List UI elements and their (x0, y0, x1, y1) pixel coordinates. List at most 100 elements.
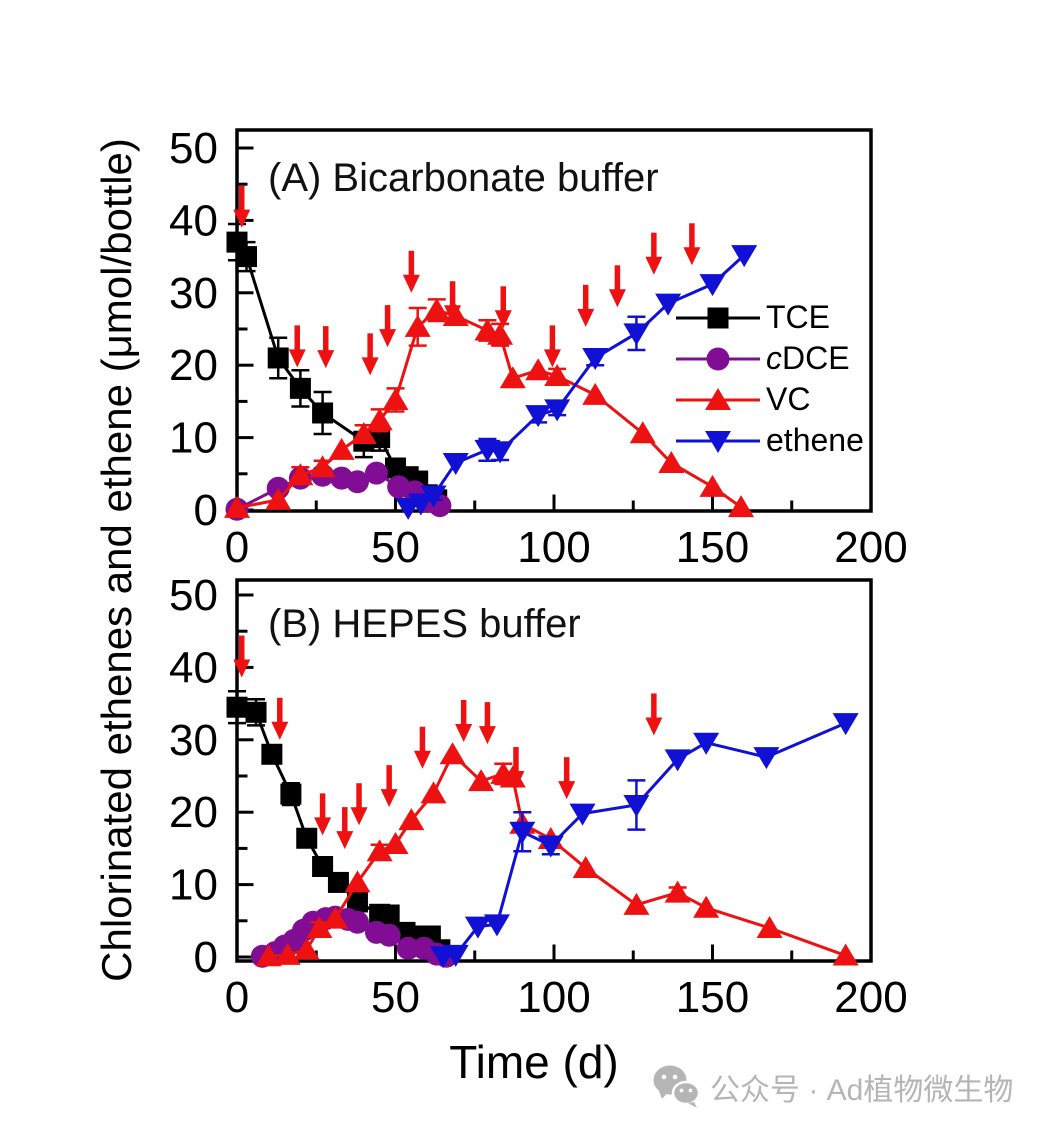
marker-triangle-up (398, 808, 425, 831)
marker-triangle-up (404, 314, 431, 337)
marker-square (327, 871, 349, 893)
down-arrow-icon (645, 717, 663, 736)
down-arrow-icon (271, 721, 289, 740)
x-tick-label: 0 (225, 973, 249, 1022)
marker-triangle-down (753, 747, 780, 770)
marker-square (236, 246, 258, 268)
marker-triangle-down (705, 430, 731, 453)
down-arrow-icon (314, 817, 332, 836)
marker-square (312, 856, 334, 877)
down-arrow-icon (402, 274, 420, 293)
marker-square (267, 347, 289, 369)
marker-square (707, 307, 729, 328)
amendment-arrows (233, 185, 701, 376)
marker-triangle-up (439, 742, 466, 765)
ethene-triangle-down-icon (676, 430, 760, 453)
x-tick-label: 100 (517, 973, 590, 1022)
tce-square-icon (676, 307, 760, 328)
series-A-VC (224, 298, 755, 518)
x-tick-label: 200 (834, 523, 907, 572)
down-arrow-icon (494, 310, 512, 329)
marker-triangle-up (382, 832, 409, 855)
x-tick-label: 150 (676, 973, 749, 1022)
marker-triangle-up (382, 387, 409, 410)
legend-entry-cdce: cDCE (676, 338, 864, 379)
panel-B: 0 50 100 150 200 0 10 20 30 40 50 (169, 571, 908, 1022)
x-tick-label: 100 (517, 523, 590, 572)
marker-triangle-up (658, 450, 685, 473)
x-axis-label: Time (d) (449, 1036, 619, 1088)
down-arrow-icon (455, 723, 473, 742)
legend-label: ethene (766, 422, 864, 458)
y-tick-label: 10 (169, 414, 218, 463)
marker-triangle-up (293, 937, 320, 960)
down-arrow-icon (379, 329, 397, 348)
x-tick-label: 50 (371, 973, 420, 1022)
legend-entry-ethene: ethene (676, 420, 864, 461)
down-arrow-icon (350, 807, 368, 826)
y-tick-label: 0 (194, 486, 218, 535)
x-tick-label: 0 (225, 523, 249, 572)
marker-triangle-down (483, 914, 510, 937)
x-tick-label: 50 (371, 523, 420, 572)
marker-triangle-down (407, 493, 434, 516)
legend-entry-tce: TCE (676, 297, 864, 338)
marker-triangle-up (499, 366, 526, 389)
down-arrow-icon (380, 789, 398, 808)
legend-label: TCE (766, 299, 830, 335)
y-tick-label: 30 (169, 716, 218, 765)
marker-square (346, 891, 368, 913)
marker-square (296, 827, 318, 849)
marker-triangle-up (468, 769, 495, 792)
y-tick-label: 20 (169, 788, 218, 837)
marker-triangle-up (623, 892, 650, 915)
marker-triangle-up (525, 358, 552, 381)
marker-triangle-up (705, 387, 731, 410)
marker-triangle-down (655, 293, 682, 316)
legend-entry-vc: VC (676, 379, 864, 420)
amendment-arrows (233, 635, 663, 850)
cdce-circle-icon (676, 347, 760, 370)
marker-triangle-down (569, 803, 596, 826)
watermark: 公众号 · Ad植物微生物 (650, 1063, 1013, 1111)
marker-triangle-down (832, 713, 859, 736)
y-tick-label: 40 (169, 643, 218, 692)
marker-triangle-down (537, 835, 564, 858)
watermark-text: 公众号 · Ad植物微生物 (710, 1074, 1014, 1107)
down-arrow-icon (317, 350, 335, 369)
down-arrow-icon (645, 256, 663, 275)
marker-triangle-down (525, 405, 552, 428)
marker-triangle-down (487, 441, 514, 464)
marker-triangle-down (509, 821, 536, 844)
legend: TCE cDCE VC ethene (676, 297, 864, 461)
marker-circle (345, 910, 369, 934)
down-arrow-icon (336, 831, 354, 850)
marker-triangle-up (582, 382, 609, 405)
marker-triangle-down (442, 452, 469, 475)
down-arrow-icon (233, 659, 251, 678)
marker-square (312, 402, 334, 424)
down-arrow-icon (413, 750, 431, 769)
x-tick-label: 150 (676, 523, 749, 572)
vc-triangle-up-icon (676, 387, 760, 410)
down-arrow-icon (478, 726, 496, 745)
marker-triangle-up (328, 437, 355, 460)
panel-A: 0 50 100 150 200 0 10 20 30 40 50 (169, 124, 908, 572)
series-A-ethene (395, 245, 758, 520)
marker-triangle-down (623, 794, 650, 817)
y-tick-label: 50 (169, 124, 218, 173)
y-tick-label: 50 (169, 571, 218, 620)
marker-triangle-down (664, 749, 691, 772)
marker-triangle-up (629, 421, 656, 444)
marker-triangle-down (623, 323, 650, 346)
y-tick-label: 30 (169, 269, 218, 318)
marker-triangle-down (464, 916, 491, 939)
marker-triangle-up (224, 495, 250, 518)
marker-circle (396, 936, 420, 960)
marker-triangle-up (572, 855, 599, 878)
x-ticks (235, 494, 873, 510)
x-ticks (235, 944, 873, 960)
marker-triangle-up (487, 322, 514, 345)
marker-triangle-up (350, 421, 377, 444)
